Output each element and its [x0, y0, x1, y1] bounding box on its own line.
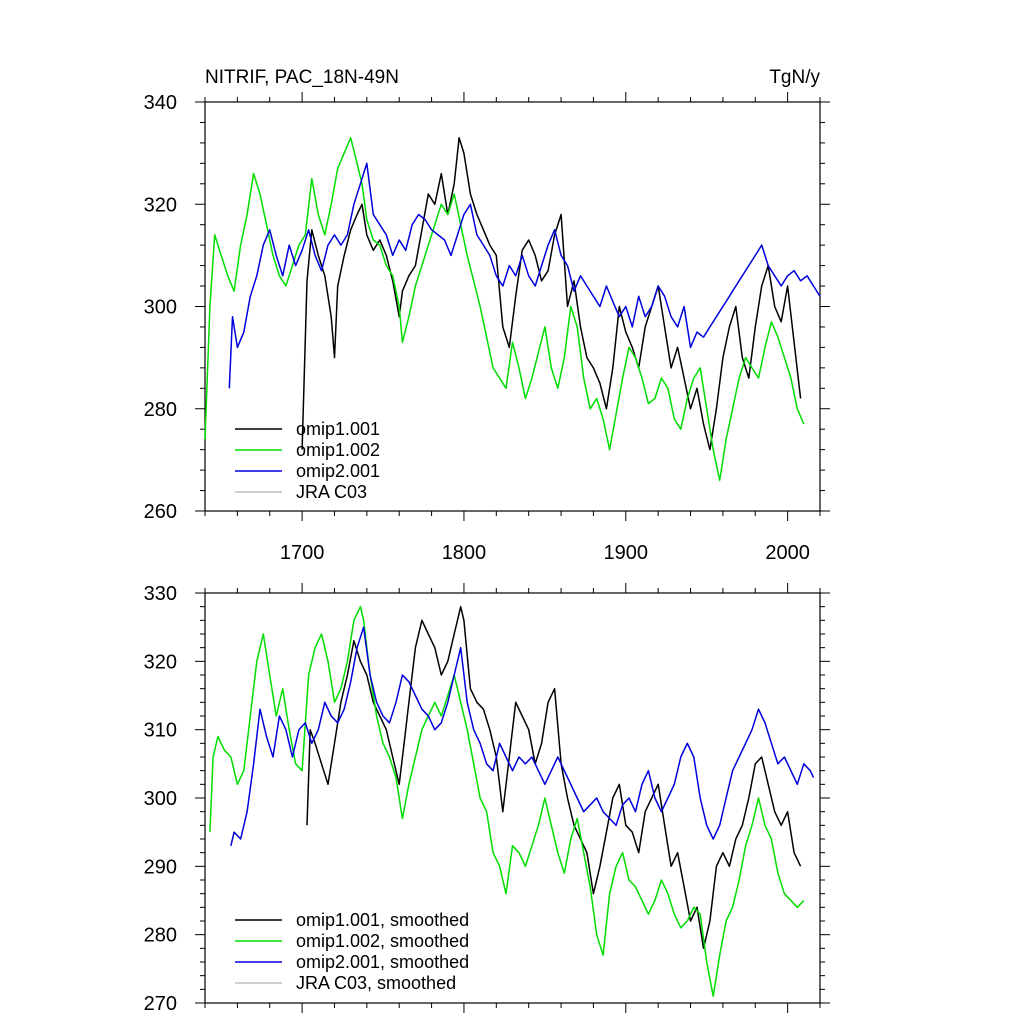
top-axes: 260 280 300 320 340 1700 1800 1900 2000 [144, 92, 830, 564]
bottom-ytick-label: 330 [144, 583, 177, 605]
top-xtick-label: 1800 [442, 542, 487, 564]
top-ytick-label: 280 [144, 399, 177, 421]
top-xtick-label: 2000 [765, 542, 810, 564]
legend-label-omip1-001-smoothed: omip1.001, smoothed [296, 910, 469, 930]
bottom-series-line-omip2-001-smoothed [230, 626, 815, 846]
top-series-group [204, 137, 821, 482]
legend-label-jra-c03-smoothed: JRA C03, smoothed [296, 973, 456, 993]
legend-label-omip2-001-smoothed: omip2.001, smoothed [296, 952, 469, 972]
chart-units: TgN/y [769, 67, 820, 88]
chart-title: NITRIF, PAC_18N-49N [205, 67, 399, 88]
top-ytick-label: 340 [144, 92, 177, 114]
legend-label-jra-c03: JRA C03 [296, 482, 367, 502]
top-xtick-label: 1700 [280, 542, 325, 564]
legend-label-omip1-001: omip1.001 [296, 419, 380, 439]
top-ytick-label: 320 [144, 194, 177, 216]
bottom-ytick-label: 270 [144, 993, 177, 1015]
bottom-ytick-label: 280 [144, 925, 177, 947]
bottom-series-group [209, 605, 815, 997]
bottom-ytick-label: 290 [144, 856, 177, 878]
bottom-ytick-label: 320 [144, 651, 177, 673]
bottom-axes: 270 280 290 300 310 320 330 [144, 583, 830, 1015]
bottom-ytick-label: 310 [144, 720, 177, 742]
top-ytick-label: 300 [144, 297, 177, 319]
top-series-line-omip1-002 [204, 137, 805, 482]
legend-label-omip1-002-smoothed: omip1.002, smoothed [296, 931, 469, 951]
top-xtick-label: 1900 [604, 542, 649, 564]
legend-label-omip1-002: omip1.002 [296, 440, 380, 460]
bottom-ytick-label: 300 [144, 788, 177, 810]
top-series-line-omip1-001 [301, 137, 802, 451]
top-series-line-omip2-001 [228, 162, 821, 389]
bottom-legend: omip1.001, smoothed omip1.002, smoothed … [235, 910, 469, 993]
top-legend: omip1.001 omip1.002 omip2.001 JRA C03 [235, 419, 380, 502]
legend-label-omip2-001: omip2.001 [296, 461, 380, 481]
bottom-series-line-omip1-001-smoothed [306, 605, 802, 950]
top-ytick-label: 260 [144, 501, 177, 523]
